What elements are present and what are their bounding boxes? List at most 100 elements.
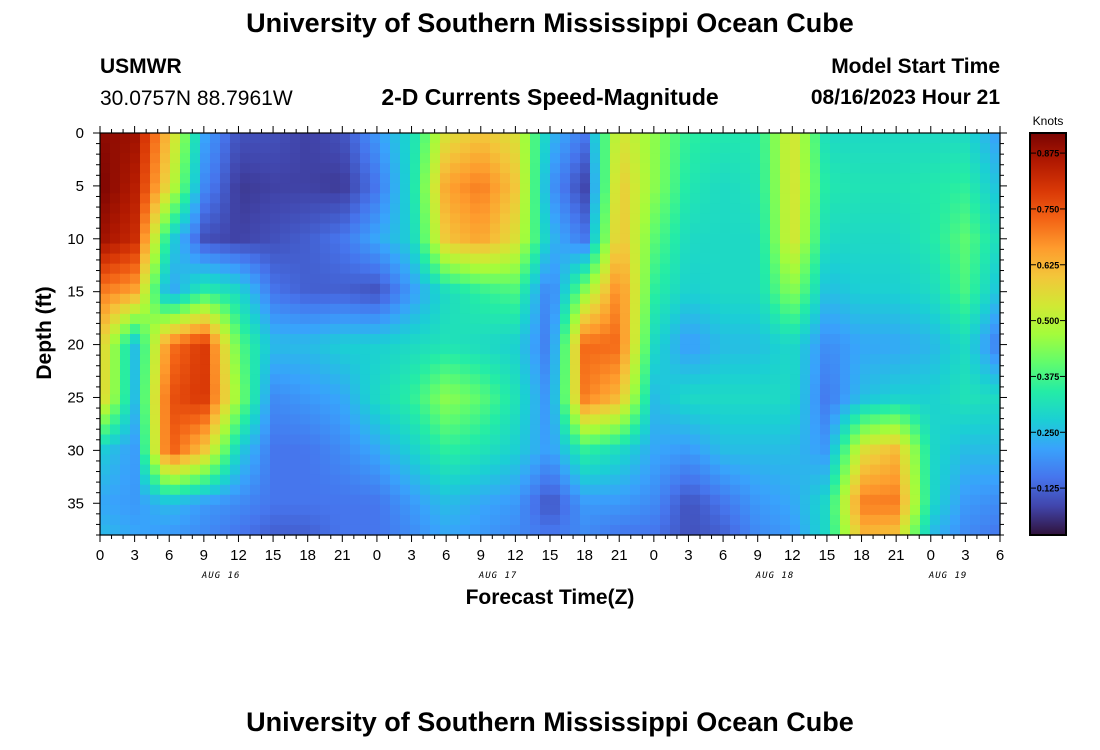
heatmap-cell [690, 404, 701, 415]
heatmap-cell [180, 183, 191, 194]
heatmap-cell [800, 454, 811, 466]
heatmap-cell [570, 484, 581, 496]
heatmap-cell [640, 323, 651, 335]
heatmap-cell [330, 203, 341, 214]
heatmap-cell [330, 223, 341, 235]
heatmap-cell [320, 223, 331, 235]
heatmap-cell [860, 334, 871, 345]
heatmap-cell [940, 354, 951, 365]
heatmap-cell [260, 143, 271, 154]
heatmap-cell [830, 263, 841, 275]
heatmap-cell [840, 313, 851, 325]
heatmap-cell [770, 434, 781, 446]
heatmap-cell [670, 404, 681, 415]
heatmap-cell [730, 143, 741, 154]
heatmap-cell [750, 233, 761, 245]
heatmap-cell [930, 153, 941, 164]
heatmap-cell [850, 173, 861, 184]
heatmap-cell [660, 384, 671, 395]
heatmap-cell [290, 364, 301, 375]
heatmap-cell [470, 153, 481, 164]
heatmap-cell [810, 354, 821, 365]
heatmap-cell [850, 203, 861, 214]
heatmap-cell [880, 404, 891, 415]
heatmap-cell [240, 323, 251, 335]
heatmap-cell [290, 404, 301, 415]
heatmap-cell [600, 334, 611, 345]
heatmap-cell [540, 444, 551, 456]
heatmap-cell [920, 233, 931, 245]
heatmap-cell [400, 474, 411, 486]
heatmap-cell [390, 514, 401, 526]
heatmap-cell [660, 424, 671, 436]
heatmap-cell [130, 384, 141, 395]
heatmap-cell [160, 253, 171, 265]
heatmap-cell [930, 364, 941, 375]
heatmap-cell [140, 444, 151, 456]
heatmap-cell [380, 434, 391, 446]
heatmap-cell [520, 203, 531, 214]
heatmap-cell [630, 504, 641, 516]
heatmap-cell [190, 233, 201, 245]
heatmap-cell [570, 213, 581, 225]
heatmap-cell [130, 223, 141, 235]
heatmap-cell [800, 414, 811, 426]
heatmap-cell [730, 323, 741, 335]
heatmap-cell [500, 203, 511, 214]
heatmap-cell [360, 484, 371, 496]
heatmap-cell [450, 263, 461, 275]
heatmap-cell [440, 213, 451, 225]
heatmap-cell [800, 474, 811, 486]
heatmap-cell [840, 434, 851, 446]
heatmap-cell [810, 434, 821, 446]
heatmap-cell [760, 133, 771, 144]
heatmap-cell [460, 303, 471, 315]
heatmap-cell [420, 524, 431, 536]
heatmap-cell [830, 524, 841, 536]
heatmap-cell [490, 424, 501, 436]
heatmap-cell [500, 394, 511, 405]
heatmap-cell [940, 444, 951, 456]
heatmap-cell [130, 283, 141, 295]
heatmap-cell [700, 444, 711, 456]
heatmap-cell [670, 444, 681, 456]
heatmap-cell [310, 143, 321, 154]
heatmap-cell [350, 504, 361, 516]
heatmap-cell [560, 153, 571, 164]
heatmap-cell [220, 233, 231, 245]
heatmap-cell [750, 524, 761, 536]
heatmap-cell [710, 153, 721, 164]
heatmap-cell [330, 344, 341, 355]
heatmap-cell [560, 263, 571, 275]
heatmap-cell [680, 313, 691, 325]
heatmap-cell [790, 253, 801, 265]
heatmap-cell [110, 203, 121, 214]
heatmap-cell [160, 434, 171, 446]
heatmap-cell [210, 223, 221, 235]
heatmap-cell [100, 313, 111, 325]
heatmap-cell [410, 384, 421, 395]
heatmap-cell [580, 273, 591, 285]
heatmap-cell [110, 133, 121, 144]
heatmap-cell [270, 313, 281, 325]
heatmap-cell [230, 334, 241, 345]
heatmap-cell [350, 323, 361, 335]
heatmap-cell [620, 323, 631, 335]
heatmap-cell [610, 484, 621, 496]
heatmap-cell [240, 293, 251, 305]
heatmap-cell [130, 303, 141, 315]
heatmap-cell [320, 273, 331, 285]
heatmap-cell [400, 374, 411, 385]
heatmap-cell [220, 494, 231, 506]
heatmap-cell [250, 203, 261, 214]
heatmap-cell [210, 454, 221, 466]
heatmap-cell [150, 143, 161, 154]
heatmap-cell [450, 334, 461, 345]
heatmap-cell [520, 354, 531, 365]
heatmap-cell [940, 384, 951, 395]
heatmap-cell [490, 474, 501, 486]
heatmap-cell [420, 464, 431, 476]
heatmap-cell [820, 524, 831, 536]
heatmap-cell [500, 374, 511, 385]
heatmap-cell [550, 213, 561, 225]
